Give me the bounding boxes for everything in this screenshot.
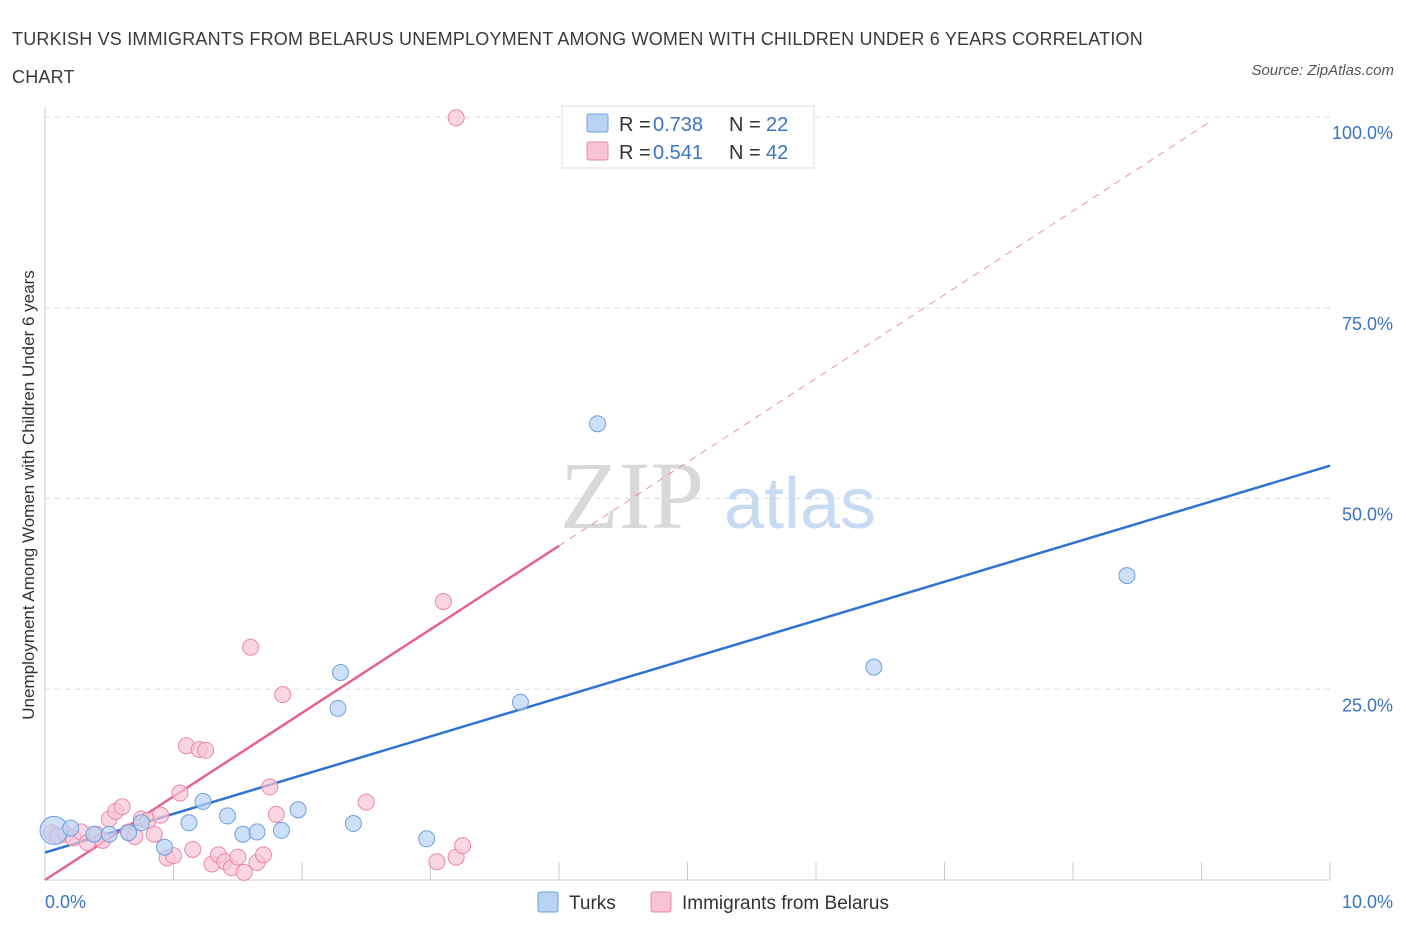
point-belarus-29 (235, 863, 253, 881)
point-turks-7 (180, 814, 198, 832)
point-belarus-38 (434, 593, 452, 611)
point-belarus-34 (267, 805, 285, 823)
point-belarus-40 (454, 837, 472, 855)
point-turks-14 (329, 699, 347, 717)
point-turks-20 (865, 658, 883, 676)
legend-n-value-turks: 22 (766, 114, 788, 136)
point-turks-5 (132, 814, 150, 832)
point-turks-21 (1118, 567, 1136, 585)
legend-r-value-turks: 0.738 (653, 114, 703, 136)
legend-swatch-turks (586, 113, 609, 133)
bottom-legend-swatch-belarus (650, 891, 672, 913)
x-tick-label-0: 0.0% (45, 892, 86, 912)
point-turks-8 (194, 792, 212, 810)
point-belarus-37 (428, 853, 446, 871)
y-tick-label-0: 25.0% (1342, 695, 1393, 715)
point-turks-6 (156, 838, 174, 856)
legend-r-label-belarus: R = (619, 142, 651, 164)
trend-line-belarus-extension (558, 122, 1209, 547)
data-points (39, 109, 1136, 881)
point-belarus-30 (242, 638, 260, 656)
point-turks-3 (100, 825, 118, 843)
point-turks-18 (511, 693, 529, 711)
trend-line-turks (44, 464, 1331, 854)
bottom-legend-turks: Turks (569, 893, 616, 914)
source-label: Source: ZipAtlas.com (1251, 62, 1394, 79)
point-turks-9 (218, 807, 236, 825)
legend-r-label-turks: R = (619, 114, 651, 136)
watermark-zip: ZIP (560, 442, 704, 549)
point-belarus-33 (261, 778, 279, 796)
point-belarus-23 (197, 741, 215, 759)
point-belarus-15 (145, 825, 163, 843)
chart-title: TURKISH VS IMMIGRANTS FROM BELARUS UNEMP… (12, 29, 1143, 87)
point-belarus-10 (113, 798, 131, 816)
x-tick-label-1: 10.0% (1342, 892, 1393, 912)
point-turks-2 (85, 825, 103, 843)
point-belarus-19 (171, 784, 189, 802)
legend: R = 0.738 N = 22 R = 0.541 N = 42 (561, 105, 815, 169)
point-belarus-28 (229, 848, 247, 866)
point-turks-17 (418, 830, 436, 848)
point-turks-1 (62, 819, 80, 837)
y-tick-label-3: 100.0% (1332, 123, 1393, 143)
point-belarus-36 (357, 793, 375, 811)
y-tick-label-1: 50.0% (1342, 505, 1393, 525)
point-turks-12 (272, 821, 290, 839)
point-turks-19 (589, 415, 607, 433)
point-turks-4 (120, 824, 138, 842)
point-turks-11 (248, 823, 266, 841)
legend-n-label-belarus: N = (729, 142, 761, 164)
watermark-atlas: atlas (724, 464, 876, 544)
y-tick-label-2: 75.0% (1342, 314, 1393, 334)
point-belarus-41 (447, 109, 465, 127)
bottom-legend: Turks Immigrants from Belarus (537, 891, 889, 914)
point-turks-15 (332, 663, 350, 681)
tick-labels: 25.0% 50.0% 75.0% 100.0% 0.0% 10.0% (45, 123, 1393, 912)
point-turks-10 (234, 825, 252, 843)
point-belarus-21 (184, 840, 202, 858)
axes (44, 862, 1331, 881)
bottom-legend-swatch-turks (537, 891, 559, 913)
legend-n-label-turks: N = (729, 114, 761, 136)
point-belarus-16 (152, 806, 170, 824)
point-turks-13 (289, 801, 307, 819)
bottom-legend-belarus: Immigrants from Belarus (682, 893, 889, 914)
point-belarus-32 (254, 846, 272, 864)
y-axis-label: Unemployment Among Women with Children U… (19, 270, 38, 719)
watermark: ZIP atlas (560, 442, 876, 549)
legend-swatch-belarus (586, 141, 609, 161)
legend-n-value-belarus: 42 (766, 142, 788, 164)
point-turks-16 (344, 815, 362, 833)
legend-r-value-belarus: 0.541 (653, 142, 703, 164)
point-belarus-35 (274, 686, 292, 704)
